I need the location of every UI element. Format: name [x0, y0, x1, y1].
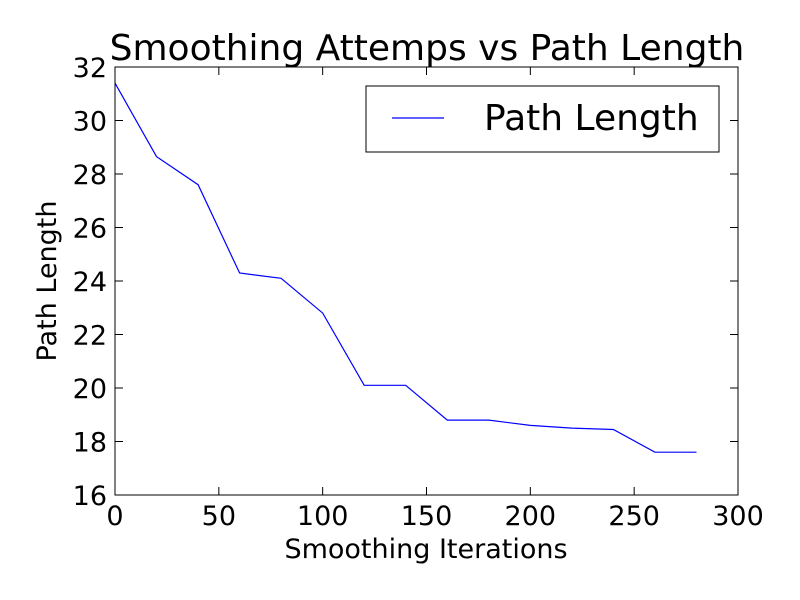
x-tick-label: 200 [505, 501, 557, 532]
x-tick-label: 50 [202, 501, 236, 532]
y-tick-label: 20 [73, 374, 107, 405]
axis-ticks: 0 50 100 150 200 250 300 16 18 20 22 24 26 28 30 32 [73, 53, 764, 532]
x-tick-label: 150 [401, 501, 453, 532]
chart-title: Smoothing Attemps vs Path Length [110, 28, 745, 69]
y-tick-label: 32 [73, 53, 107, 84]
legend-entry-path-length: Path Length [484, 98, 699, 139]
y-tick-label: 26 [73, 214, 107, 245]
y-tick-label: 22 [73, 321, 107, 352]
legend: Path Length [365, 85, 720, 153]
y-tick-label: 28 [73, 160, 107, 191]
legend-box [365, 85, 720, 153]
x-axis-label: Smoothing Iterations [284, 534, 567, 565]
plot-frame [114, 66, 739, 496]
y-tick-label: 18 [73, 428, 107, 459]
x-tick-label: 100 [297, 501, 349, 532]
y-tick-label: 24 [73, 267, 107, 298]
y-tick-label: 30 [73, 107, 107, 138]
y-tick-label: 16 [73, 481, 107, 512]
series-layer [114, 82, 697, 453]
x-tick-label: 0 [106, 501, 123, 532]
x-tick-label: 250 [608, 501, 660, 532]
series-line-path-length [114, 82, 697, 453]
y-axis-label: Path Length [32, 200, 63, 361]
x-tick-label: 300 [712, 501, 764, 532]
